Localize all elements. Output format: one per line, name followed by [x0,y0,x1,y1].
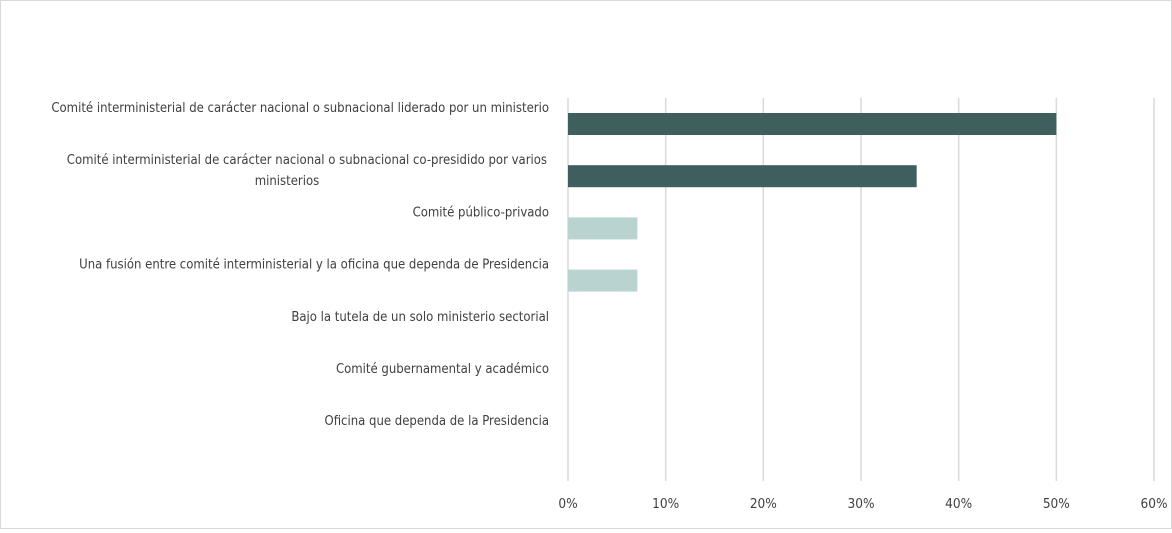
category-label: Comité interministerial de carácter naci… [51,101,549,116]
category-label: Comité interministerial de carácter naci… [67,153,547,168]
category-label: Oficina que dependa de la Presidencia [324,414,549,429]
bar [568,113,1057,135]
bar [568,217,638,240]
gridlines [567,98,1155,481]
x-tick-label: 30% [848,496,875,512]
bar [568,165,917,188]
x-tick-label: 20% [750,496,777,512]
category-label: Comité gubernamental y académico [336,362,549,377]
bars [568,113,1057,292]
category-labels: Comité interministerial de carácter naci… [51,101,549,429]
x-axis-tick-labels: 0% 10% 20% 30% 40% 50% 60% [558,496,1167,512]
category-label: Comité público-privado [413,205,549,220]
x-tick-label: 10% [652,496,679,512]
x-tick-label: 0% [558,496,577,512]
category-label: Bajo la tutela de un solo ministerio sec… [291,310,549,325]
x-tick-label: 50% [1043,496,1070,512]
category-label: Una fusión entre comité interministerial… [79,258,549,273]
x-tick-label: 40% [945,496,972,512]
category-label-line2: ministerios [255,174,320,189]
x-tick-label: 60% [1141,496,1168,512]
bar [568,269,638,292]
